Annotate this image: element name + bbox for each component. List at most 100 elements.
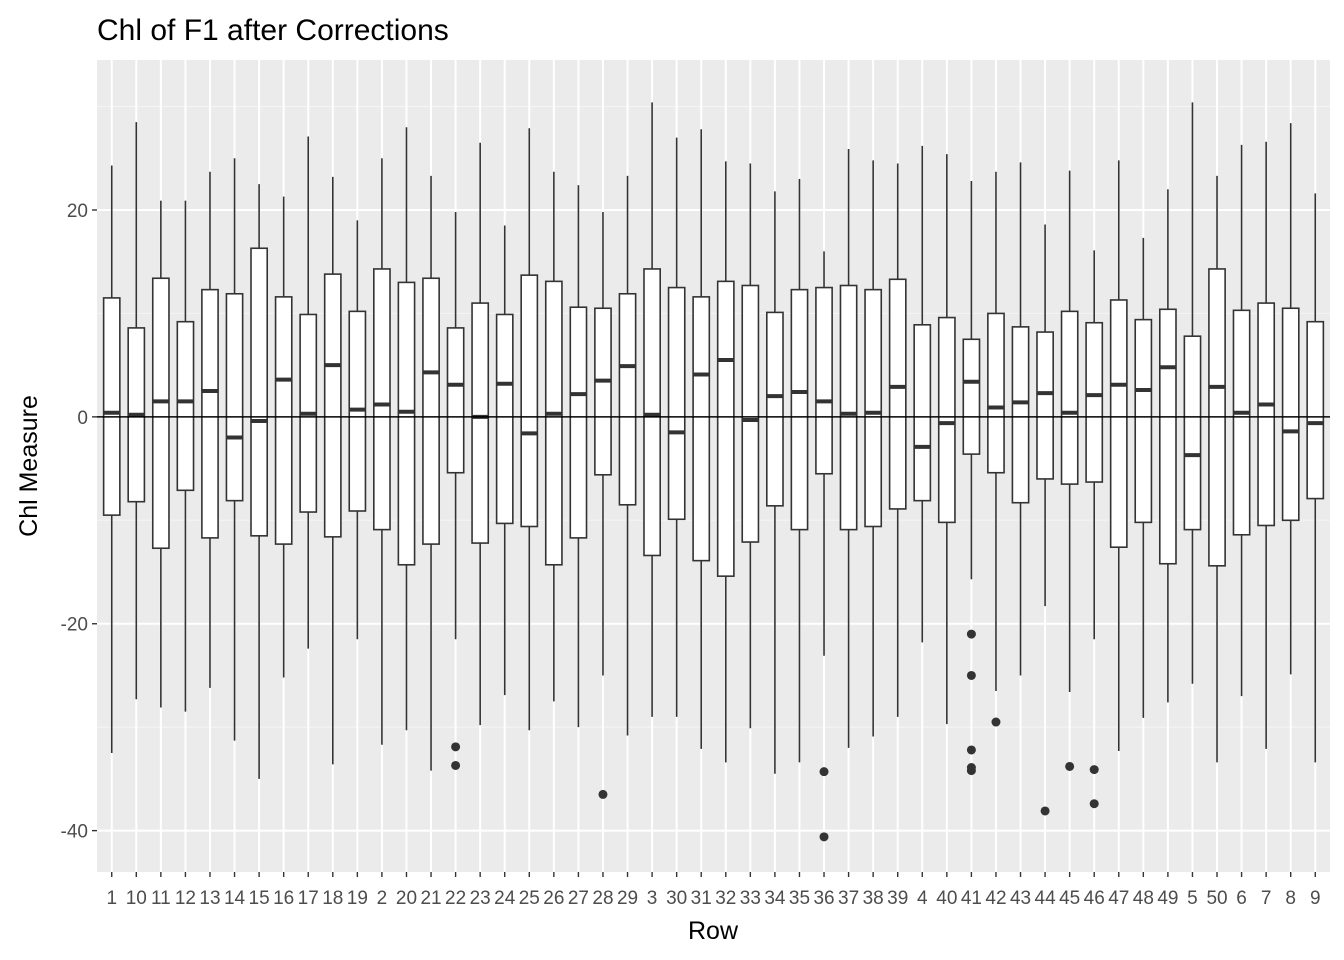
- x-tick-label: 49: [1157, 888, 1178, 909]
- x-tick-label: 41: [961, 888, 982, 909]
- x-tick-label: 30: [666, 888, 687, 909]
- box-iqr: [225, 292, 244, 502]
- x-tick-label: 8: [1285, 888, 1296, 909]
- x-tick-label: 22: [445, 888, 466, 909]
- box-iqr: [692, 296, 711, 562]
- x-tick-label: 34: [764, 888, 786, 909]
- y-tick-label: 0: [77, 408, 88, 429]
- box-iqr: [471, 302, 490, 544]
- x-tick-label: 46: [1084, 888, 1105, 909]
- x-tick-label: 4: [917, 888, 928, 909]
- box-iqr: [913, 324, 932, 502]
- x-tick-label: 6: [1236, 888, 1247, 909]
- box-iqr: [446, 327, 465, 474]
- x-tick-label: 48: [1133, 888, 1154, 909]
- outlier-point: [451, 742, 461, 752]
- x-tick-label: 35: [789, 888, 810, 909]
- box-iqr: [544, 280, 563, 566]
- x-tick-label: 5: [1187, 888, 1198, 909]
- x-tick-label: 29: [617, 888, 638, 909]
- outlier-point: [598, 789, 608, 799]
- box-iqr: [962, 338, 981, 455]
- x-tick-label: 33: [740, 888, 761, 909]
- box-iqr: [1232, 309, 1251, 536]
- box-iqr: [250, 247, 269, 537]
- box-iqr: [1109, 299, 1128, 548]
- box-iqr: [815, 286, 833, 475]
- y-axis-title: Chl Measure: [15, 395, 43, 537]
- box-iqr: [888, 278, 907, 510]
- box-iqr: [1085, 321, 1104, 483]
- x-tick-label: 17: [298, 888, 319, 909]
- x-tick-label: 12: [175, 888, 196, 909]
- box-iqr: [716, 280, 735, 577]
- outlier-point: [819, 767, 829, 777]
- box-iqr: [1011, 326, 1030, 504]
- box-iqr: [1257, 302, 1276, 527]
- box-iqr: [1036, 331, 1054, 480]
- box-iqr: [495, 313, 514, 525]
- x-tick-label: 39: [887, 888, 908, 909]
- x-tick-label: 10: [126, 888, 147, 909]
- box-iqr: [1183, 335, 1202, 531]
- x-tick-label: 11: [151, 888, 171, 909]
- box-iqr: [839, 284, 858, 531]
- box-iqr: [151, 277, 170, 550]
- x-tick-label: 14: [224, 888, 246, 909]
- box-iqr: [520, 274, 539, 528]
- box-iqr: [987, 312, 1005, 474]
- x-tick-label: 15: [249, 888, 270, 909]
- box-iqr: [667, 286, 686, 521]
- outlier-point: [1089, 765, 1099, 775]
- box-iqr: [1134, 318, 1153, 524]
- box-iqr: [618, 292, 637, 506]
- x-tick-label: 25: [519, 888, 540, 909]
- x-tick-label: 43: [1010, 888, 1031, 909]
- x-tick-label: 23: [470, 888, 491, 909]
- x-tick-label: 13: [199, 888, 220, 909]
- x-tick-label: 2: [377, 888, 388, 909]
- x-axis-title: Row: [688, 917, 739, 945]
- box-iqr: [1306, 320, 1325, 500]
- x-tick-label: 40: [936, 888, 957, 909]
- box-iqr: [373, 268, 391, 531]
- box-iqr: [201, 288, 219, 539]
- x-tick-label: 42: [985, 888, 1006, 909]
- x-tick-label: 44: [1035, 888, 1057, 909]
- x-tick-label: 45: [1059, 888, 1080, 909]
- x-tick-label: 37: [838, 888, 859, 909]
- x-tick-label: 31: [691, 888, 712, 909]
- x-tick-label: 38: [863, 888, 884, 909]
- outlier-point: [966, 670, 976, 680]
- outlier-point: [991, 717, 1001, 727]
- x-tick-label: 27: [568, 888, 589, 909]
- x-tick-label: 19: [347, 888, 368, 909]
- x-axis: 1 10 11 12 13 14 15 16 17 18 19 2 20 21 22 23 24 25 26 27 28…: [106, 872, 1321, 909]
- x-tick-label: 47: [1108, 888, 1129, 909]
- box-iqr: [102, 297, 121, 516]
- x-tick-label: 16: [273, 888, 294, 909]
- box-iqr: [176, 320, 195, 492]
- box-iqr: [937, 316, 956, 524]
- x-tick-label: 7: [1261, 888, 1272, 909]
- x-tick-label: 36: [813, 888, 834, 909]
- box-iqr: [323, 273, 342, 538]
- box-iqr: [790, 288, 809, 531]
- boxes: [102, 102, 1325, 842]
- x-tick-label: 3: [647, 888, 658, 909]
- box-iqr: [1281, 307, 1300, 522]
- outlier-point: [1089, 799, 1099, 809]
- box-iqr: [274, 296, 293, 545]
- x-tick-label: 18: [322, 888, 343, 909]
- y-tick-label: 20: [67, 201, 88, 222]
- y-axis: -40 -20 0 20: [61, 201, 97, 843]
- x-tick-label: 1: [106, 888, 117, 909]
- outlier-point: [966, 745, 976, 755]
- chart-title: Chl of F1 after Corrections: [97, 14, 449, 47]
- x-tick-label: 26: [543, 888, 564, 909]
- box-iqr: [1158, 308, 1177, 565]
- x-tick-label: 50: [1206, 888, 1227, 909]
- y-tick-label: -40: [61, 822, 88, 843]
- box-iqr: [765, 311, 784, 507]
